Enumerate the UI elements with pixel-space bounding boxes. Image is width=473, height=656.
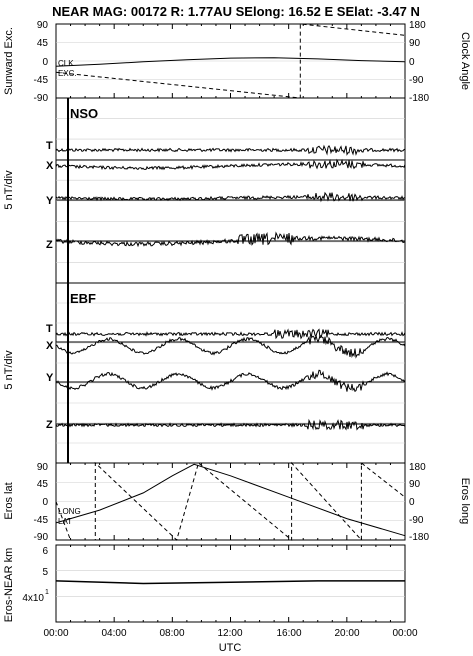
clock-right-tick: 0: [409, 57, 415, 68]
x-tick-label: 04:00: [101, 628, 126, 639]
ebf-z-label: Z: [46, 419, 53, 431]
nso-label: NSO: [70, 106, 98, 121]
x-axis: [55, 24, 406, 622]
eros-right-tick: 90: [409, 479, 421, 490]
nso-t-trace: [55, 144, 406, 156]
eros-lat-label: Eros lat: [3, 482, 15, 519]
clock-right-tick: -180: [409, 93, 429, 104]
clock-angle-series: [55, 23, 406, 99]
nso-y-label: Y: [46, 195, 54, 207]
eros-left-tick: 45: [37, 479, 49, 490]
eros-left-tick: 90: [37, 462, 49, 473]
clock-right-tick: 180: [409, 20, 426, 31]
x-axis-label: UTC: [219, 642, 242, 654]
nso-x-trace: [55, 158, 406, 171]
sunward-exc-series: [55, 57, 406, 67]
eros-left-tick: -45: [34, 515, 49, 526]
distance-tick: 4x10: [22, 593, 44, 604]
x-tick-label: 00:00: [392, 628, 417, 639]
ebf-x-trace: [55, 334, 406, 359]
nso-z-label: Z: [46, 239, 53, 251]
nso-t-label: T: [46, 140, 53, 152]
distance-tick-exponent: 1: [45, 589, 49, 596]
sunward-exc-label: Sunward Exc.: [3, 27, 15, 95]
chart-title: NEAR MAG: 00172 R: 1.77AU SElong: 16.52 …: [52, 4, 420, 19]
x-tick-label: 12:00: [217, 628, 242, 639]
eros-panel: Eros lat Eros long 90 45 0 -45 -90 180 9…: [3, 461, 471, 543]
eros-right-tick: 0: [409, 497, 415, 508]
long-legend: LONG: [58, 507, 81, 516]
ebf-label: EBF: [70, 291, 96, 306]
eros-left-tick: -90: [34, 532, 49, 543]
nso-ylabel: 5 nT/div: [3, 170, 15, 210]
eros-right-tick: 180: [409, 462, 426, 473]
sunward-left-tick: 0: [42, 57, 48, 68]
ebf-panel: EBF 5 nT/div T X Y Z: [3, 282, 406, 464]
eros-right-tick: -90: [409, 515, 424, 526]
sunward-left-tick: -45: [34, 75, 49, 86]
distance-panel: Eros-NEAR km 6 5 4x10 1: [3, 544, 406, 623]
ebf-ylabel: 5 nT/div: [3, 350, 15, 390]
ebf-y-trace: [55, 369, 406, 393]
distance-tick: 6: [42, 546, 48, 557]
sunward-panel: Sunward Exc. Clock Angle 90 45 0 -45 -90…: [3, 20, 471, 104]
eros-long-series: [55, 461, 406, 542]
distance-ylabel: Eros-NEAR km: [3, 548, 15, 623]
x-tick-label: 16:00: [276, 628, 301, 639]
eros-left-tick: 0: [42, 497, 48, 508]
ebf-t-trace: [55, 328, 406, 340]
clk-legend: CLK: [58, 59, 74, 68]
ebf-z-trace: [55, 418, 406, 431]
lat-legend: LAT: [58, 517, 72, 526]
eros-lat-series: [55, 463, 406, 537]
ebf-x-label: X: [46, 340, 54, 352]
x-tick-label: 08:00: [159, 628, 184, 639]
eros-long-label: Eros long: [459, 478, 471, 524]
distance-series: [55, 580, 405, 585]
clock-right-tick: -90: [409, 75, 424, 86]
sunward-left-tick: -90: [34, 93, 49, 104]
nso-x-label: X: [46, 160, 54, 172]
sunward-left-tick: 45: [37, 38, 49, 49]
ebf-y-label: Y: [46, 372, 54, 384]
clock-right-tick: 90: [409, 38, 421, 49]
clock-angle-label: Clock Angle: [459, 32, 471, 90]
nso-y-trace: [55, 191, 406, 203]
nso-z-trace: [55, 231, 405, 248]
sunward-left-tick: 90: [37, 20, 49, 31]
exc-legend: EXC.: [58, 69, 77, 78]
ebf-t-label: T: [46, 323, 53, 335]
distance-tick-mantissa: 4x10: [22, 593, 44, 604]
nso-panel: NSO 5 nT/div T X Y Z: [3, 97, 406, 284]
eros-right-tick: -180: [409, 532, 429, 543]
x-tick-label: 00:00: [43, 628, 68, 639]
distance-tick: 5: [42, 567, 48, 578]
x-tick-label: 20:00: [334, 628, 359, 639]
